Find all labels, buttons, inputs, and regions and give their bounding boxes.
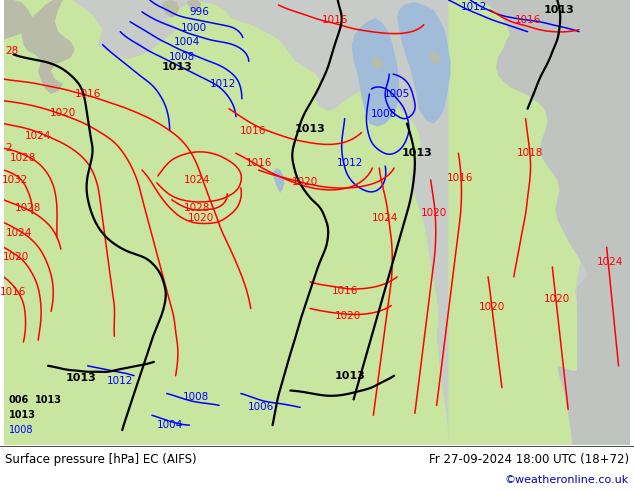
Text: 1004: 1004 [173,37,200,47]
Text: 1013: 1013 [8,410,36,420]
Polygon shape [22,0,75,94]
Text: 996: 996 [190,7,209,17]
Polygon shape [186,0,202,12]
Polygon shape [4,0,448,445]
Text: 1008: 1008 [371,109,398,119]
Text: 1016: 1016 [332,286,358,295]
Text: 1012: 1012 [337,158,363,168]
Text: 1020: 1020 [292,177,318,187]
Text: 1016: 1016 [0,287,27,296]
Text: 1006: 1006 [247,402,274,413]
Polygon shape [372,57,383,69]
Polygon shape [162,0,179,18]
Text: 1028: 1028 [15,203,41,213]
Text: 1020: 1020 [479,301,505,312]
Text: 1008: 1008 [183,392,209,402]
Text: 1024: 1024 [25,131,51,142]
Text: 1012: 1012 [210,79,236,89]
Text: Surface pressure [hPa] EC (AIFS): Surface pressure [hPa] EC (AIFS) [5,453,197,466]
Polygon shape [429,51,441,64]
Polygon shape [592,97,630,188]
Text: 1013: 1013 [161,62,192,72]
Text: 1008: 1008 [8,425,33,435]
Polygon shape [448,0,597,445]
Text: 1028: 1028 [184,203,210,213]
Text: 006: 006 [8,395,29,405]
Text: 1016: 1016 [447,173,474,183]
Text: 1024: 1024 [597,257,623,267]
Text: 1024: 1024 [184,175,210,185]
Text: 1018: 1018 [516,148,543,158]
Text: 1016: 1016 [514,15,541,25]
Text: 1024: 1024 [6,228,32,238]
Text: 1013: 1013 [544,5,574,15]
Text: 1013: 1013 [65,373,96,383]
Polygon shape [352,18,399,126]
Text: 2: 2 [6,143,12,153]
Text: 1016: 1016 [245,158,272,168]
Text: 1016: 1016 [321,15,348,25]
Text: 1020: 1020 [335,311,361,321]
Text: ©weatheronline.co.uk: ©weatheronline.co.uk [505,475,629,485]
Polygon shape [557,358,630,445]
Text: 1005: 1005 [384,89,410,99]
Text: 1013: 1013 [334,371,365,381]
Text: 1020: 1020 [50,108,76,118]
Text: 1008: 1008 [169,52,195,62]
Text: 1032: 1032 [3,175,29,185]
Text: 1013: 1013 [295,123,325,134]
Text: 1012: 1012 [107,376,133,386]
Text: 1004: 1004 [157,420,183,430]
Text: 1016: 1016 [74,89,101,99]
Text: 1020: 1020 [3,252,29,262]
Polygon shape [4,0,33,40]
Polygon shape [397,2,451,123]
Text: Fr 27-09-2024 18:00 UTC (18+72): Fr 27-09-2024 18:00 UTC (18+72) [429,453,629,466]
Polygon shape [273,168,285,193]
Polygon shape [478,0,630,445]
Text: 1020: 1020 [544,294,571,304]
Text: 1016: 1016 [240,125,266,136]
Text: 28: 28 [6,47,19,56]
Text: 1024: 1024 [372,213,398,222]
Text: 1020: 1020 [420,208,447,218]
Text: 1028: 1028 [10,153,37,163]
Text: 1020: 1020 [188,213,214,222]
Polygon shape [577,267,630,445]
Text: 1000: 1000 [180,23,207,33]
Text: 1013: 1013 [36,395,62,405]
Text: 1013: 1013 [401,148,432,158]
Text: 1012: 1012 [461,2,488,12]
